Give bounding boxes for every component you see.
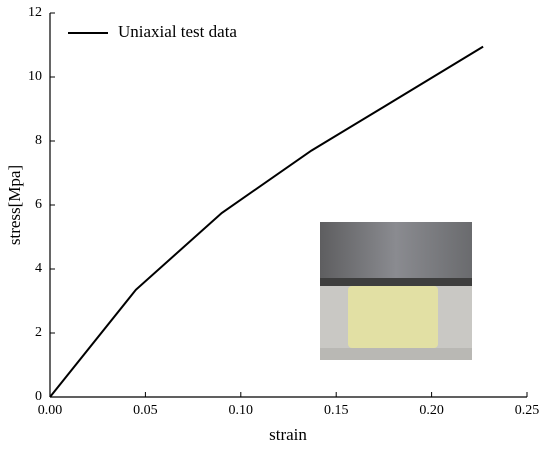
x-tick-label: 0.20: [419, 403, 444, 418]
x-axis-title: strain: [269, 425, 307, 444]
y-tick-label: 0: [35, 389, 42, 404]
y-tick-label: 2: [35, 325, 42, 340]
y-tick-label: 10: [28, 69, 42, 84]
x-tick-label: 0.25: [515, 403, 540, 418]
inset-photo: [320, 222, 472, 360]
y-tick-label: 4: [35, 261, 42, 276]
y-tick-label: 6: [35, 197, 42, 212]
y-tick-label: 12: [28, 5, 42, 20]
y-tick-label: 8: [35, 133, 42, 148]
line: [49, 45, 484, 398]
y-axis-title: stress[Mpa]: [5, 165, 24, 245]
x-tick-label: 0.00: [38, 403, 63, 418]
x-tick-label: 0.10: [229, 403, 254, 418]
legend-label: Uniaxial test data: [118, 22, 237, 41]
x-tick-label: 0.15: [324, 403, 349, 418]
x-tick-label: 0.05: [133, 403, 158, 418]
